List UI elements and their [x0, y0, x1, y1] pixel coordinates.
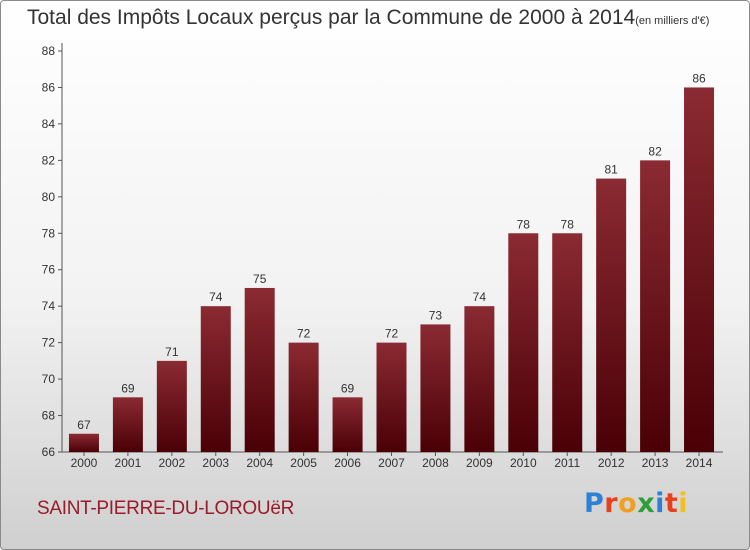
- y-tick-label: 78: [42, 226, 56, 240]
- y-tick-label: 76: [42, 263, 56, 277]
- y-tick-label: 74: [42, 299, 56, 313]
- x-tick-label: 2013: [642, 456, 669, 470]
- x-tick-label: 2010: [510, 456, 537, 470]
- bar-value-label: 72: [297, 327, 311, 341]
- x-tick-label: 2012: [598, 456, 625, 470]
- bar-value-label: 72: [385, 327, 399, 341]
- bar-value-label: 82: [648, 144, 662, 158]
- chart-title-text: Total des Impôts Locaux perçus par la Co…: [27, 6, 636, 29]
- bar: [420, 324, 451, 452]
- logo-letter: i: [678, 488, 689, 519]
- x-tick-label: 2011: [554, 456, 580, 470]
- bar-value-label: 81: [604, 163, 618, 177]
- bar: [596, 178, 627, 452]
- x-tick-label: 2001: [115, 456, 142, 470]
- logo-letter: i: [655, 488, 665, 519]
- bar: [200, 306, 231, 452]
- chart-title-unit: (en milliers d'€): [635, 15, 710, 27]
- bar-value-label: 74: [209, 290, 223, 304]
- x-tick-label: 2005: [290, 456, 317, 470]
- bar-value-label: 78: [517, 217, 531, 231]
- bar-value-label: 67: [77, 418, 91, 432]
- bar-value-label: 86: [692, 71, 706, 85]
- y-tick-label: 66: [42, 445, 56, 459]
- x-tick-label: 2014: [686, 456, 713, 470]
- bar: [552, 233, 583, 452]
- y-tick-label: 88: [42, 44, 56, 58]
- bar: [288, 342, 319, 452]
- bar: [464, 306, 495, 452]
- x-tick-label: 2003: [202, 456, 229, 470]
- x-tick-label: 2002: [158, 456, 185, 470]
- bar: [640, 160, 671, 452]
- bar-value-label: 74: [473, 290, 487, 304]
- bar: [508, 233, 539, 452]
- y-tick-label: 86: [42, 80, 56, 94]
- y-tick-label: 84: [42, 117, 56, 131]
- bar-value-label: 78: [561, 217, 575, 231]
- bar: [332, 397, 363, 452]
- bar-value-label: 69: [121, 381, 135, 395]
- y-tick-label: 82: [42, 153, 56, 167]
- bar-value-label: 73: [429, 308, 443, 322]
- y-tick-label: 68: [42, 409, 56, 423]
- bar-value-label: 71: [165, 345, 179, 359]
- bar-value-label: 75: [253, 272, 267, 286]
- x-tick-label: 2000: [71, 456, 98, 470]
- logo-letter: t: [664, 488, 679, 519]
- logo-letter: r: [604, 488, 619, 519]
- logo-letter: x: [637, 488, 656, 519]
- bar: [68, 433, 99, 452]
- bar: [244, 287, 275, 452]
- bar: [684, 87, 715, 453]
- bar: [112, 397, 143, 452]
- bar-value-label: 69: [341, 381, 355, 395]
- logo-letter: o: [618, 488, 638, 519]
- y-tick-label: 80: [42, 190, 56, 204]
- x-tick-label: 2008: [422, 456, 449, 470]
- x-tick-label: 2007: [378, 456, 405, 470]
- chart-bars: 67 69 71 74 75 72 69 72 73 74 78 78 81 82 86: [68, 71, 715, 453]
- chart-title: Total des Impôts Locaux perçus par la Co…: [27, 6, 709, 30]
- y-tick-label: 72: [42, 336, 56, 350]
- logo-letter: P: [584, 488, 605, 519]
- bar: [156, 360, 187, 452]
- x-tick-label: 2009: [466, 456, 493, 470]
- y-tick-label: 70: [42, 372, 56, 386]
- x-tick-label: 2006: [334, 456, 361, 470]
- x-tick-label: 2004: [246, 456, 273, 470]
- commune-name: SAINT-PIERRE-DU-LOROUëR: [37, 498, 295, 519]
- proxiti-logo: Proxiti: [584, 488, 688, 519]
- bar: [376, 342, 407, 452]
